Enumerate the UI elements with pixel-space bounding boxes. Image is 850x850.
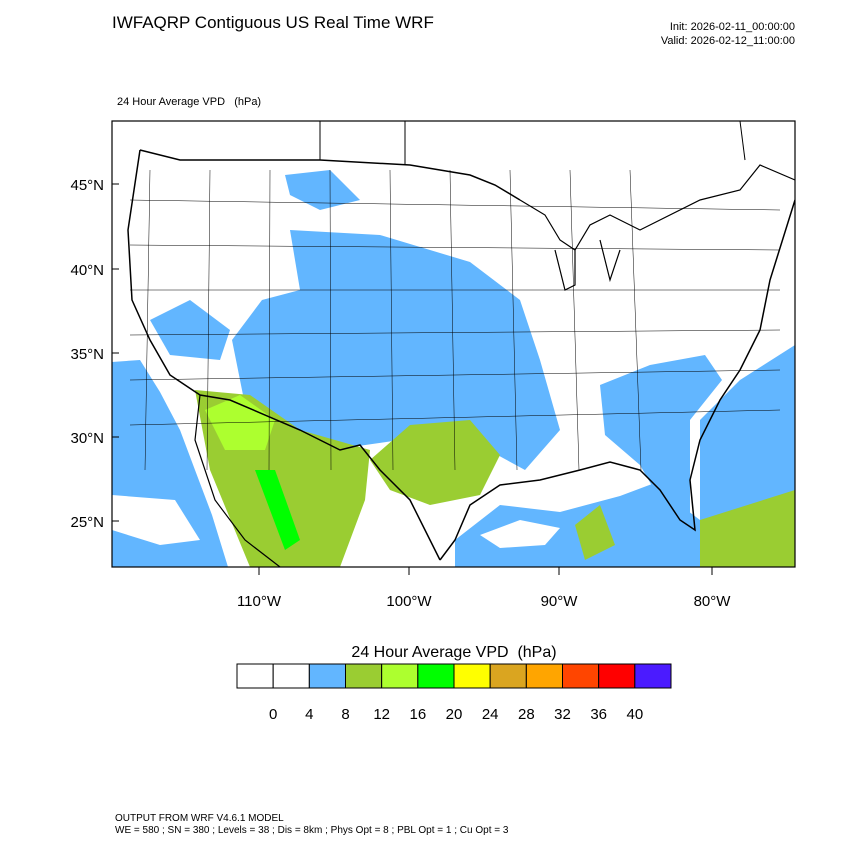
lat-label: 25°N	[70, 514, 104, 531]
vpd-area	[370, 420, 500, 505]
boundary	[127, 149, 441, 561]
colorbar-box	[598, 663, 636, 689]
boundary	[144, 169, 151, 471]
boundary	[509, 169, 518, 471]
vpd-area	[480, 520, 560, 548]
colorbar-label: 20	[446, 706, 463, 723]
colorbar-box	[525, 663, 563, 689]
lat-label: 35°N	[70, 346, 104, 363]
lat-label: 40°N	[70, 262, 104, 279]
footer-line: OUTPUT FROM WRF V4.6.1 MODEL	[115, 813, 284, 824]
lat-label: 30°N	[70, 430, 104, 447]
subtitle: 24 Hour Average VPD (hPa)	[117, 96, 261, 108]
colorbar-box	[236, 663, 274, 689]
boundary	[129, 409, 781, 426]
colorbar-box	[345, 663, 383, 689]
boundary	[129, 244, 781, 251]
vpd-area	[150, 300, 230, 360]
lon-label: 110°W	[237, 593, 282, 610]
boundary	[329, 169, 332, 471]
boundary	[519, 164, 795, 251]
colorbar-label: 24	[482, 706, 499, 723]
valid-time: Valid: 2026-02-12_11:00:00	[661, 35, 795, 47]
colorbar-box	[417, 663, 455, 689]
lat-label: 45°N	[70, 177, 104, 194]
boundary	[554, 249, 576, 291]
footer-line: WE = 580 ; SN = 380 ; Levels = 38 ; Dis …	[115, 825, 509, 836]
colorbar-label: 0	[269, 706, 277, 723]
boundary	[129, 199, 781, 211]
colorbar-label: 8	[341, 706, 349, 723]
colorbar-label: 40	[626, 706, 643, 723]
boundary	[599, 239, 621, 283]
lon-label: 100°W	[386, 593, 432, 610]
colorbar-box	[381, 663, 419, 689]
init-time: Init: 2026-02-11_00:00:00	[670, 21, 795, 33]
boundary	[194, 394, 281, 567]
lon-label: 80°W	[694, 593, 732, 610]
colorbar-box	[562, 663, 600, 689]
colorbar-box	[489, 663, 527, 689]
map	[112, 121, 795, 567]
vpd-area	[700, 490, 795, 567]
vpd-area	[575, 505, 615, 560]
colorbar: 0 4 8 12 16 20 24 28 32 36 40	[236, 663, 672, 723]
boundary	[569, 169, 580, 471]
colorbar-box	[634, 663, 672, 689]
vpd-area	[285, 170, 360, 210]
boundary	[389, 169, 394, 471]
map-frame	[111, 120, 796, 568]
colorbar-box	[272, 663, 310, 689]
vpd-area	[255, 470, 300, 550]
boundary	[439, 199, 795, 561]
lon-label: 90°W	[541, 593, 579, 610]
title: IWFAQRP Contiguous US Real Time WRF	[112, 13, 434, 32]
colorbar-title: 24 Hour Average VPD (hPa)	[351, 644, 556, 661]
boundary	[206, 169, 211, 471]
colorbar-label: 32	[554, 706, 571, 723]
colorbar-label: 36	[590, 706, 607, 723]
boundary	[629, 169, 642, 471]
colorbar-label: 12	[373, 706, 390, 723]
colorbar-box	[453, 663, 491, 689]
colorbar-label: 16	[409, 706, 426, 723]
vpd-area	[112, 495, 200, 545]
vpd-area	[600, 355, 722, 520]
colorbar-box	[308, 663, 347, 689]
colorbar-label: 28	[518, 706, 535, 723]
boundary	[129, 329, 781, 336]
boundary	[129, 369, 781, 381]
boundary	[139, 149, 521, 201]
boundary	[739, 121, 746, 161]
colorbar-label: 4	[305, 706, 313, 723]
boundary	[449, 169, 456, 471]
boundary	[268, 169, 271, 471]
vpd-area	[700, 345, 795, 530]
